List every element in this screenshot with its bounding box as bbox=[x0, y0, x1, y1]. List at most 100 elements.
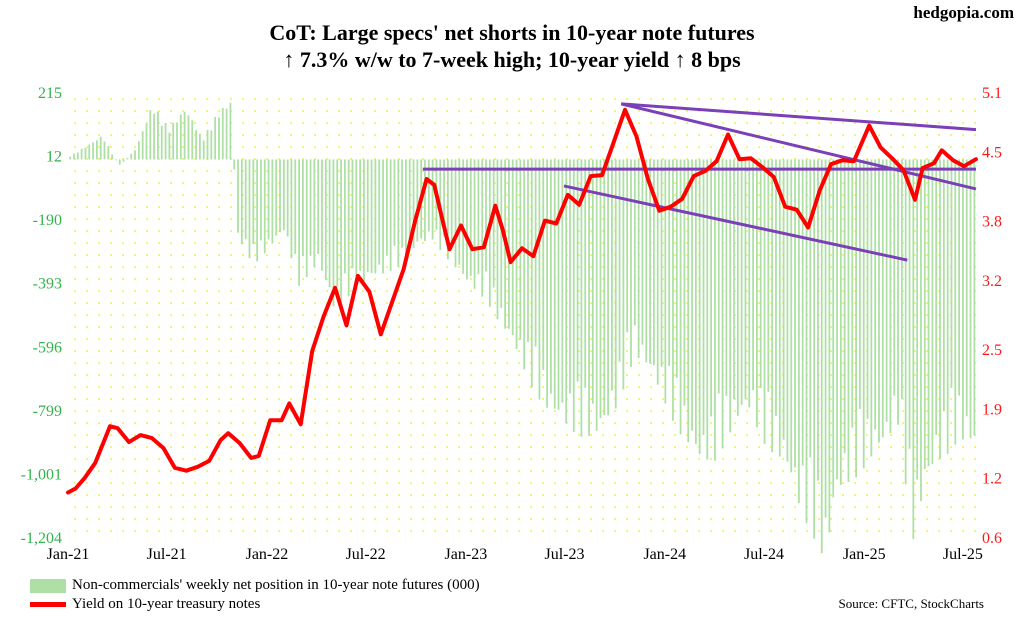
bar bbox=[111, 154, 114, 160]
bar bbox=[832, 159, 835, 498]
bar bbox=[115, 159, 117, 161]
right-axis-tick-label: 1.2 bbox=[982, 471, 1002, 488]
bar bbox=[294, 159, 297, 254]
x-axis-tick-label: Jan-23 bbox=[445, 546, 488, 563]
bar bbox=[336, 159, 339, 288]
bar bbox=[305, 159, 308, 278]
bar bbox=[378, 159, 381, 265]
right-axis-tick-label: 2.5 bbox=[982, 342, 1002, 359]
right-axis-tick-label: 3.8 bbox=[982, 214, 1002, 231]
bar bbox=[370, 159, 373, 274]
bar bbox=[675, 159, 678, 378]
bar bbox=[614, 159, 617, 409]
yield-line bbox=[66, 107, 978, 495]
bar bbox=[260, 159, 262, 241]
bar bbox=[626, 159, 629, 333]
bar bbox=[916, 159, 919, 480]
bar bbox=[725, 159, 728, 396]
bar bbox=[691, 159, 693, 431]
bar bbox=[763, 159, 766, 444]
bar bbox=[561, 159, 564, 403]
bar bbox=[920, 159, 922, 502]
bar bbox=[416, 159, 419, 242]
legend-label-bars: Non-commercials' weekly net position in … bbox=[72, 577, 480, 593]
bar bbox=[347, 159, 350, 297]
bar bbox=[908, 159, 911, 449]
bar bbox=[99, 136, 102, 160]
bar bbox=[649, 159, 651, 364]
bar bbox=[275, 159, 278, 236]
bar bbox=[424, 159, 426, 242]
source-note: Source: CFTC, StockCharts bbox=[838, 596, 984, 611]
bar bbox=[473, 159, 476, 289]
x-axis-tick-label: Jul-23 bbox=[545, 546, 585, 563]
left-axis-tick-label: 12 bbox=[46, 149, 62, 166]
left-axis-tick-label: -799 bbox=[33, 403, 62, 420]
x-axis-tick-label: Jul-25 bbox=[943, 546, 983, 563]
bar bbox=[950, 159, 953, 388]
left-axis-tick-label: -393 bbox=[33, 276, 62, 293]
bar bbox=[237, 159, 239, 233]
bar bbox=[385, 159, 388, 256]
bar bbox=[229, 102, 232, 160]
bar bbox=[698, 159, 701, 455]
legend-item-yield: Yield on 10-year treasury notes bbox=[30, 596, 260, 613]
bar bbox=[595, 159, 598, 431]
bar bbox=[607, 159, 610, 416]
bar bbox=[702, 159, 705, 435]
bar bbox=[931, 159, 934, 465]
x-axis-tick-label: Jan-21 bbox=[47, 546, 90, 563]
plot-area bbox=[68, 92, 976, 537]
bar bbox=[462, 159, 465, 274]
bar bbox=[912, 159, 915, 540]
bar bbox=[897, 159, 899, 425]
bar bbox=[427, 159, 430, 232]
right-axis-tick-label: 4.5 bbox=[982, 144, 1002, 161]
bar bbox=[588, 159, 590, 436]
x-axis-tick-label: Jan-24 bbox=[643, 546, 686, 563]
bar bbox=[660, 159, 663, 367]
bar bbox=[481, 159, 484, 297]
bar bbox=[874, 159, 877, 430]
bar bbox=[446, 159, 449, 260]
x-axis-tick-label: Jul-21 bbox=[147, 546, 187, 563]
trendline bbox=[621, 102, 977, 132]
bar bbox=[488, 159, 491, 307]
bar bbox=[225, 108, 228, 160]
right-axis-tick-label: 3.2 bbox=[982, 273, 1002, 290]
bar bbox=[893, 159, 896, 396]
bar bbox=[252, 159, 255, 245]
trendline bbox=[620, 102, 977, 191]
bar bbox=[393, 159, 396, 246]
bar bbox=[397, 159, 400, 267]
bar bbox=[355, 159, 358, 290]
bar bbox=[309, 159, 312, 256]
bar bbox=[782, 159, 785, 440]
bar bbox=[176, 122, 178, 160]
bar bbox=[954, 159, 957, 445]
bar bbox=[279, 159, 281, 233]
bar bbox=[492, 159, 495, 288]
bar bbox=[164, 122, 167, 160]
bar bbox=[839, 159, 842, 485]
bar bbox=[744, 159, 747, 400]
bar bbox=[389, 159, 392, 271]
bar bbox=[405, 159, 407, 259]
bar bbox=[748, 159, 751, 408]
left-axis-tick-label: -1,204 bbox=[21, 530, 62, 547]
bar bbox=[332, 159, 335, 307]
bar bbox=[324, 159, 327, 280]
bar bbox=[580, 159, 583, 437]
bar bbox=[286, 159, 289, 237]
bar bbox=[759, 159, 762, 388]
bar bbox=[687, 159, 690, 443]
legend-item-bars: Non-commercials' weekly net position in … bbox=[30, 577, 480, 594]
legend-swatch-yield bbox=[30, 602, 66, 607]
watermark: hedgopia.com bbox=[913, 3, 1014, 22]
bar bbox=[630, 159, 632, 367]
bar bbox=[721, 159, 724, 449]
bar bbox=[717, 159, 720, 394]
bar bbox=[847, 159, 850, 482]
bar bbox=[904, 159, 907, 485]
